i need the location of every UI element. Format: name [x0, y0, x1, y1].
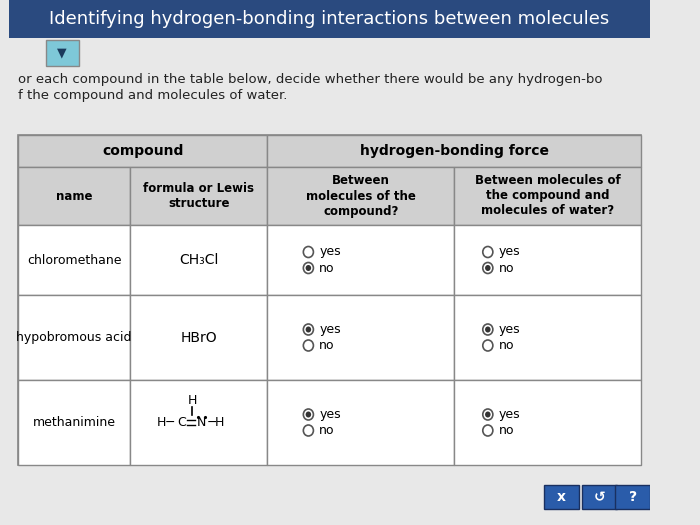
Text: Between
molecules of the
compound?: Between molecules of the compound? [306, 174, 416, 217]
Bar [18, 380, 130, 465]
Text: −: − [165, 416, 176, 429]
Text: chloromethane: chloromethane [27, 254, 121, 267]
Bar [267, 135, 641, 167]
Circle shape [483, 247, 493, 257]
Text: Between molecules of
the compound and
molecules of water?: Between molecules of the compound and mo… [475, 174, 620, 217]
Text: C: C [177, 416, 186, 429]
Text: ↺: ↺ [594, 490, 606, 504]
Text: H: H [215, 416, 225, 429]
Text: yes: yes [499, 323, 520, 336]
Bar [267, 295, 454, 380]
Circle shape [303, 409, 314, 420]
Text: H: H [157, 416, 166, 429]
Circle shape [303, 262, 314, 274]
Text: no: no [319, 339, 335, 352]
Bar [130, 225, 267, 295]
Text: or each compound in the table below, decide whether there would be any hydrogen-: or each compound in the table below, dec… [18, 74, 603, 87]
Bar [130, 380, 267, 465]
Text: CH₃Cl: CH₃Cl [179, 253, 218, 267]
Text: formula or Lewis
structure: formula or Lewis structure [144, 182, 254, 210]
Circle shape [485, 412, 491, 417]
Text: yes: yes [499, 408, 520, 421]
Text: no: no [319, 261, 335, 275]
Text: yes: yes [499, 246, 520, 258]
Bar [18, 295, 130, 380]
Text: name: name [56, 190, 92, 203]
Circle shape [303, 247, 314, 257]
Bar [267, 380, 454, 465]
Text: −: − [206, 416, 217, 429]
Text: Identifying hydrogen-bonding interactions between molecules: Identifying hydrogen-bonding interaction… [50, 10, 610, 28]
Circle shape [306, 265, 312, 271]
Circle shape [483, 409, 493, 420]
Circle shape [303, 324, 314, 335]
Bar [18, 225, 130, 295]
Bar [544, 485, 579, 509]
Text: no: no [499, 424, 514, 437]
Bar [267, 167, 454, 225]
Text: H: H [188, 394, 197, 407]
Text: f the compound and molecules of water.: f the compound and molecules of water. [18, 89, 288, 101]
Bar [130, 167, 267, 225]
Bar [46, 40, 78, 66]
Circle shape [483, 340, 493, 351]
Bar [9, 0, 650, 38]
Circle shape [303, 425, 314, 436]
Text: yes: yes [319, 408, 341, 421]
Text: compound: compound [102, 144, 183, 158]
Text: methanimine: methanimine [33, 416, 116, 429]
Text: yes: yes [319, 246, 341, 258]
Text: N: N [197, 416, 206, 429]
Circle shape [306, 327, 312, 332]
Circle shape [485, 265, 491, 271]
Bar [18, 135, 267, 167]
Bar [18, 167, 130, 225]
Bar [130, 295, 267, 380]
Text: ▼: ▼ [57, 47, 66, 59]
Bar [267, 225, 454, 295]
Text: no: no [499, 261, 514, 275]
Bar [615, 485, 650, 509]
Circle shape [483, 425, 493, 436]
Text: yes: yes [319, 323, 341, 336]
Bar [454, 167, 641, 225]
Text: no: no [499, 339, 514, 352]
Circle shape [483, 324, 493, 335]
Text: hydrogen-bonding force: hydrogen-bonding force [360, 144, 549, 158]
Circle shape [485, 327, 491, 332]
Circle shape [483, 262, 493, 274]
Text: HBrO: HBrO [181, 331, 217, 344]
Bar [582, 485, 617, 509]
Text: no: no [319, 424, 335, 437]
Text: hypobromous acid: hypobromous acid [16, 331, 132, 344]
Bar [454, 295, 641, 380]
Bar [454, 380, 641, 465]
Circle shape [303, 340, 314, 351]
Text: ?: ? [629, 490, 637, 504]
Bar [454, 225, 641, 295]
Text: x: x [557, 490, 566, 504]
Circle shape [306, 412, 312, 417]
Bar [18, 135, 641, 465]
